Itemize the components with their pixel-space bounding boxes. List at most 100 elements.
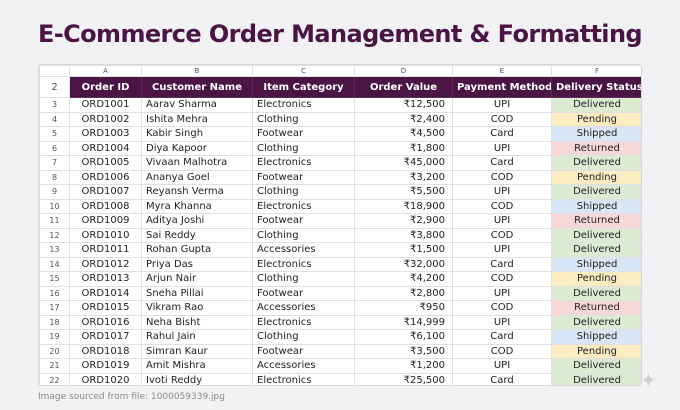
payment-method-cell[interactable]: COD <box>452 169 552 185</box>
order-id-cell[interactable]: ORD1001 <box>69 97 142 113</box>
row-number[interactable]: 20 <box>39 343 70 359</box>
item-category-cell[interactable]: Footwear <box>252 285 355 301</box>
customer-name-cell[interactable]: Simran Kaur <box>141 343 253 359</box>
payment-method-cell[interactable]: COD <box>452 300 552 316</box>
customer-name-cell[interactable]: Neha Bisht <box>141 314 253 330</box>
delivery-status-cell[interactable]: Pending <box>551 169 641 185</box>
order-value-cell[interactable]: ₹2,900 <box>354 213 453 229</box>
payment-method-cell[interactable]: Card <box>452 256 552 272</box>
column-header-b[interactable]: B <box>141 65 253 77</box>
order-value-cell[interactable]: ₹12,500 <box>354 97 453 113</box>
payment-method-cell[interactable]: UPI <box>452 242 552 258</box>
order-value-cell[interactable]: ₹6,100 <box>354 329 453 345</box>
delivery-status-cell[interactable]: Shipped <box>551 256 641 272</box>
order-value-cell[interactable]: ₹14,999 <box>354 314 453 330</box>
item-category-cell[interactable]: Clothing <box>252 227 355 243</box>
order-value-cell[interactable]: ₹2,400 <box>354 111 453 127</box>
order-id-cell[interactable]: ORD1008 <box>69 198 142 214</box>
item-category-cell[interactable]: Clothing <box>252 111 355 127</box>
delivery-status-cell[interactable]: Delivered <box>551 184 641 200</box>
item-category-cell[interactable]: Electronics <box>252 155 355 171</box>
column-header-d[interactable]: D <box>354 65 453 77</box>
order-id-cell[interactable]: ORD1003 <box>69 126 142 142</box>
item-category-cell[interactable]: Accessories <box>252 242 355 258</box>
order-id-cell[interactable]: ORD1009 <box>69 213 142 229</box>
payment-method-cell[interactable]: COD <box>452 198 552 214</box>
delivery-status-cell[interactable]: Shipped <box>551 198 641 214</box>
customer-name-cell[interactable]: Diya Kapoor <box>141 140 253 156</box>
row-number[interactable]: 7 <box>39 155 70 171</box>
customer-name-cell[interactable]: Vikram Rao <box>141 300 253 316</box>
order-value-cell[interactable]: ₹2,800 <box>354 285 453 301</box>
payment-method-cell[interactable]: COD <box>452 111 552 127</box>
column-header-f[interactable]: F <box>551 65 641 77</box>
payment-method-cell[interactable]: UPI <box>452 213 552 229</box>
row-number[interactable]: 15 <box>39 271 70 287</box>
customer-name-cell[interactable]: Aarav Sharma <box>141 97 253 113</box>
delivery-status-cell[interactable]: Returned <box>551 213 641 229</box>
payment-method-cell[interactable]: COD <box>452 271 552 287</box>
row-number[interactable]: 19 <box>39 329 70 345</box>
header-order-value[interactable]: Order Value <box>354 76 453 98</box>
order-id-cell[interactable]: ORD1013 <box>69 271 142 287</box>
order-id-cell[interactable]: ORD1007 <box>69 184 142 200</box>
item-category-cell[interactable]: Clothing <box>252 184 355 200</box>
delivery-status-cell[interactable]: Shipped <box>551 126 641 142</box>
order-id-cell[interactable]: ORD1014 <box>69 285 142 301</box>
order-value-cell[interactable]: ₹3,500 <box>354 343 453 359</box>
order-value-cell[interactable]: ₹3,200 <box>354 169 453 185</box>
delivery-status-cell[interactable]: Returned <box>551 140 641 156</box>
row-number[interactable]: 3 <box>39 97 70 113</box>
header-item-category[interactable]: Item Category <box>252 76 355 98</box>
item-category-cell[interactable]: Electronics <box>252 97 355 113</box>
order-id-cell[interactable]: ORD1011 <box>69 242 142 258</box>
customer-name-cell[interactable]: Sai Reddy <box>141 227 253 243</box>
delivery-status-cell[interactable]: Shipped <box>551 329 641 345</box>
delivery-status-cell[interactable]: Pending <box>551 111 641 127</box>
payment-method-cell[interactable]: Card <box>452 372 552 385</box>
payment-method-cell[interactable]: UPI <box>452 184 552 200</box>
delivery-status-cell[interactable]: Pending <box>551 343 641 359</box>
delivery-status-cell[interactable]: Pending <box>551 271 641 287</box>
customer-name-cell[interactable]: Ananya Goel <box>141 169 253 185</box>
row-number[interactable]: 14 <box>39 256 70 272</box>
customer-name-cell[interactable]: Rohan Gupta <box>141 242 253 258</box>
customer-name-cell[interactable]: Rahul Jain <box>141 329 253 345</box>
delivery-status-cell[interactable]: Delivered <box>551 372 641 385</box>
delivery-status-cell[interactable]: Delivered <box>551 285 641 301</box>
item-category-cell[interactable]: Footwear <box>252 343 355 359</box>
delivery-status-cell[interactable]: Delivered <box>551 242 641 258</box>
delivery-status-cell[interactable]: Delivered <box>551 97 641 113</box>
customer-name-cell[interactable]: Arjun Nair <box>141 271 253 287</box>
item-category-cell[interactable]: Clothing <box>252 271 355 287</box>
delivery-status-cell[interactable]: Delivered <box>551 227 641 243</box>
row-number[interactable]: 12 <box>39 227 70 243</box>
customer-name-cell[interactable]: Sneha Pillai <box>141 285 253 301</box>
customer-name-cell[interactable]: Kabir Singh <box>141 126 253 142</box>
delivery-status-cell[interactable]: Delivered <box>551 155 641 171</box>
order-value-cell[interactable]: ₹3,800 <box>354 227 453 243</box>
order-id-cell[interactable]: ORD1004 <box>69 140 142 156</box>
order-id-cell[interactable]: ORD1010 <box>69 227 142 243</box>
row-number[interactable]: 9 <box>39 184 70 200</box>
row-number[interactable]: 10 <box>39 198 70 214</box>
payment-method-cell[interactable]: COD <box>452 343 552 359</box>
row-number[interactable]: 17 <box>39 300 70 316</box>
order-id-cell[interactable]: ORD1017 <box>69 329 142 345</box>
payment-method-cell[interactable]: Card <box>452 155 552 171</box>
payment-method-cell[interactable]: UPI <box>452 140 552 156</box>
payment-method-cell[interactable]: Card <box>452 329 552 345</box>
order-id-cell[interactable]: ORD1006 <box>69 169 142 185</box>
column-header-c[interactable]: C <box>252 65 355 77</box>
payment-method-cell[interactable]: COD <box>452 227 552 243</box>
customer-name-cell[interactable]: Aditya Joshi <box>141 213 253 229</box>
payment-method-cell[interactable]: UPI <box>452 285 552 301</box>
header-order-id[interactable]: Order ID <box>69 76 142 98</box>
item-category-cell[interactable]: Footwear <box>252 213 355 229</box>
item-category-cell[interactable]: Accessories <box>252 358 355 374</box>
item-category-cell[interactable]: Electronics <box>252 372 355 385</box>
order-id-cell[interactable]: ORD1015 <box>69 300 142 316</box>
row-number[interactable]: 4 <box>39 111 70 127</box>
order-id-cell[interactable]: ORD1012 <box>69 256 142 272</box>
payment-method-cell[interactable]: UPI <box>452 358 552 374</box>
